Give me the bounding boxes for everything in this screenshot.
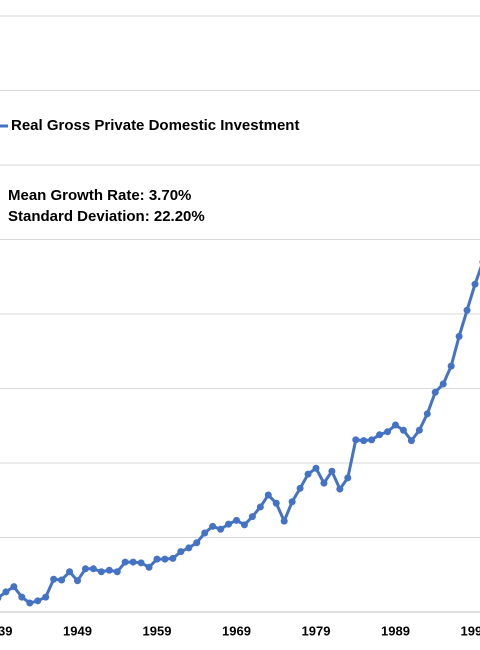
data-point: [272, 499, 280, 507]
data-point: [137, 559, 145, 567]
data-point: [10, 583, 18, 591]
data-point: [50, 575, 58, 583]
data-point: [233, 516, 240, 524]
data-point: [344, 474, 352, 482]
data-point: [18, 593, 26, 601]
data-point: [455, 332, 463, 340]
data-point: [26, 599, 34, 607]
data-point: [463, 306, 471, 314]
data-point: [2, 588, 10, 596]
data-point: [185, 544, 193, 552]
x-tick-label: 1959: [143, 623, 172, 638]
data-point: [296, 484, 304, 492]
data-point: [225, 520, 233, 528]
data-point: [376, 431, 384, 439]
x-tick-label: 1979: [302, 623, 331, 638]
data-point: [34, 597, 42, 605]
data-point: [42, 593, 50, 601]
data-point: [97, 568, 105, 576]
x-tick-label: 1999: [461, 623, 480, 638]
data-point: [415, 426, 423, 434]
x-tick-label: 1939: [0, 623, 12, 638]
x-tick-label: 1949: [63, 623, 92, 638]
data-point: [431, 388, 439, 396]
data-point: [66, 568, 74, 576]
data-point: [447, 362, 455, 370]
data-point: [89, 565, 97, 573]
data-point: [328, 467, 336, 475]
data-point: [320, 479, 328, 487]
data-point: [105, 566, 113, 574]
data-point: [360, 437, 368, 445]
data-point: [74, 577, 81, 585]
data-point: [145, 563, 153, 571]
data-point: [336, 485, 344, 493]
data-point: [423, 410, 431, 418]
data-point: [177, 548, 185, 556]
data-point: [471, 280, 479, 288]
data-point: [439, 380, 447, 388]
data-point: [352, 436, 360, 444]
annotation: Standard Deviation: 22.20%: [8, 208, 205, 225]
data-point: [240, 521, 248, 529]
data-point: [384, 428, 392, 436]
x-tick-label: 1969: [222, 623, 251, 638]
data-point: [392, 421, 399, 429]
data-point: [312, 464, 320, 472]
data-point: [201, 529, 209, 537]
data-point: [169, 554, 177, 562]
data-point: [399, 426, 407, 434]
annotation: Mean Growth Rate: 3.70%: [8, 187, 191, 204]
data-point: [368, 436, 376, 444]
data-point: [153, 555, 161, 563]
data-point: [256, 503, 264, 511]
x-tick-label: 1989: [381, 623, 410, 638]
data-point: [121, 558, 129, 566]
data-point: [280, 517, 288, 525]
data-point: [248, 513, 256, 521]
data-point: [288, 498, 296, 506]
data-point: [0, 594, 2, 601]
data-point: [407, 437, 415, 445]
data-point: [193, 539, 201, 547]
data-point: [209, 522, 217, 530]
data-point: [304, 470, 312, 478]
data-point: [58, 576, 66, 584]
data-point: [113, 568, 121, 576]
data-point: [217, 525, 225, 533]
series-line: [0, 265, 480, 605]
data-point: [264, 491, 272, 499]
legend-label: Real Gross Private Domestic Investment: [11, 117, 299, 134]
data-point: [129, 558, 137, 566]
data-point: [161, 555, 169, 563]
data-point: [81, 565, 89, 573]
